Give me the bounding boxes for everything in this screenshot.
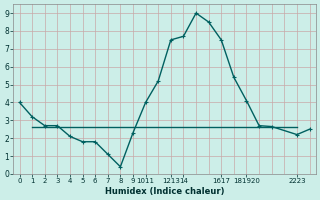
X-axis label: Humidex (Indice chaleur): Humidex (Indice chaleur)	[105, 187, 224, 196]
